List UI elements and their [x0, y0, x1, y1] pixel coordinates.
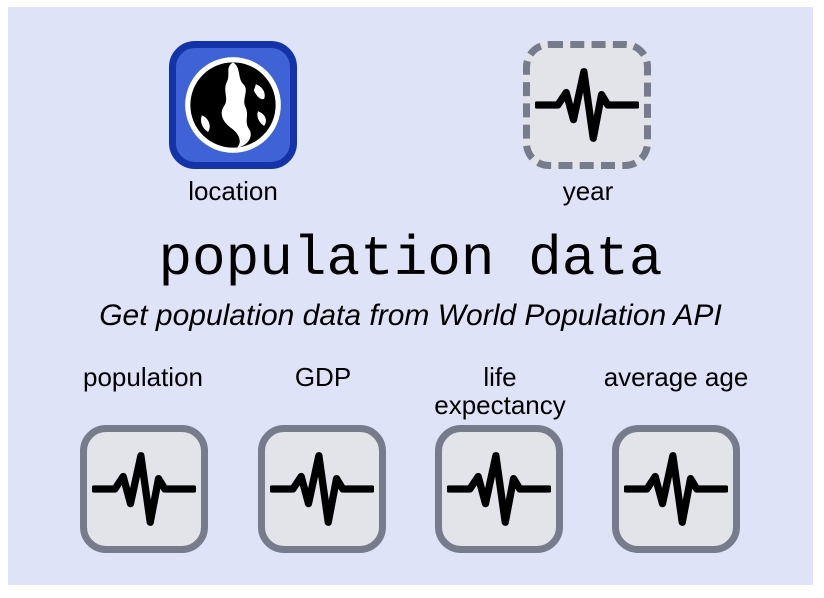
- location-label: location: [188, 176, 278, 206]
- year-label: year: [562, 176, 614, 206]
- waveform-icon: [624, 447, 728, 531]
- block-title: population data: [158, 227, 663, 291]
- life-expectancy-label-line2: expectancy: [434, 390, 566, 420]
- block-subtitle: Get population data from World Populatio…: [99, 299, 722, 332]
- waveform-icon: [447, 447, 551, 531]
- year-input-port[interactable]: [523, 41, 651, 169]
- average-age-label: average age: [603, 362, 749, 392]
- life-expectancy-label: life expectancy: [420, 363, 580, 419]
- population-output-port[interactable]: [80, 425, 208, 553]
- waveform-icon: [92, 447, 196, 531]
- globe-icon: [185, 57, 281, 153]
- average-age-output-port[interactable]: [612, 425, 740, 553]
- population-label: population: [83, 362, 203, 392]
- location-input-port[interactable]: [169, 41, 297, 169]
- waveform-icon: [535, 63, 639, 147]
- population-data-block: location year population data Get popula…: [8, 7, 813, 585]
- gdp-output-port[interactable]: [258, 425, 386, 553]
- life-expectancy-output-port[interactable]: [435, 425, 563, 553]
- life-expectancy-label-line1: life: [483, 362, 517, 392]
- gdp-label: GDP: [294, 362, 352, 392]
- waveform-icon: [270, 447, 374, 531]
